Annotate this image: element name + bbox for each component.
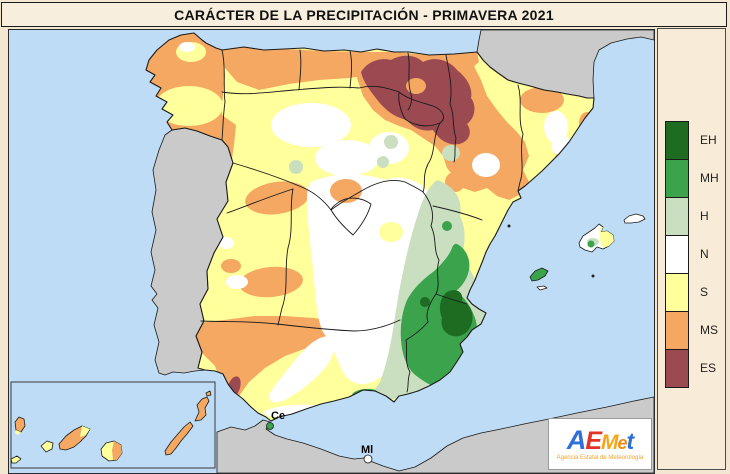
- zone-es-basque-navarra: [361, 55, 475, 145]
- zone-s-cuenca-dot: [379, 222, 403, 242]
- island-mallorca-mh: [587, 240, 595, 248]
- legend-label-es: ES: [700, 361, 717, 375]
- aemet-logo-subtitle: Agencia Estatal de Meteorología: [556, 455, 644, 461]
- zone-n-aragon: [472, 153, 500, 177]
- zone-n-galicia-dot: [179, 42, 195, 52]
- zone-n-catalonia-1: [544, 111, 568, 143]
- border-asturias-cantabria: [298, 49, 302, 91]
- spain-precipitation-map: Ce Ml: [8, 29, 655, 474]
- aemet-logo: AEMet Agencia Estatal de Meteorología: [548, 418, 652, 470]
- zone-ms-extremadura-c: [221, 259, 241, 273]
- border-euskadi-navarra: [407, 52, 412, 111]
- legend-swatch-h: [665, 197, 689, 236]
- zone-ms-extremadura-se: [239, 266, 303, 298]
- logo-letter-e: E: [585, 427, 602, 455]
- zone-n-cyl-west: [271, 103, 351, 147]
- border-navarra-aragon: [445, 54, 457, 163]
- melilla-label: Ml: [361, 444, 373, 456]
- page-title: CARÁCTER DE LA PRECIPITACIÓN - PRIMAVERA…: [1, 2, 727, 27]
- legend-label-ms: MS: [700, 323, 718, 337]
- legend-label-n: N: [700, 247, 709, 261]
- legend-swatch-es: [665, 349, 689, 388]
- community-borders: [200, 49, 524, 393]
- zone-mh-valencia-dot: [442, 221, 452, 231]
- legend-swatch-eh: [665, 121, 689, 160]
- zone-mh-levante-main: [400, 243, 477, 388]
- island-lanzarote: [194, 396, 210, 422]
- legend-swatch-ms: [665, 311, 689, 350]
- border-north-communities: [221, 85, 400, 95]
- logo-letter-m: M: [601, 431, 618, 454]
- island-menorca: [623, 213, 646, 224]
- islet-dot-cabrera: [591, 274, 595, 278]
- logo-letter-e2: e: [617, 433, 628, 453]
- border-madrid: [330, 197, 372, 236]
- island-tenerife-s: [80, 426, 90, 437]
- inset-box: [10, 381, 216, 469]
- balearic-islands: [507, 213, 646, 291]
- legend-row-h: H: [658, 197, 725, 236]
- islet-graciosa: [205, 390, 212, 397]
- border-aragon-catalonia: [517, 84, 524, 192]
- zone-n-extremadura-dot1: [218, 237, 234, 249]
- legend-swatch-mh: [665, 159, 689, 198]
- zone-h-cyl-dot3: [377, 156, 389, 168]
- zone-eh-dot: [420, 297, 430, 307]
- border-valencia-murcia: [435, 293, 468, 305]
- logo-letter-t: t: [626, 428, 635, 454]
- island-palma-s: [15, 430, 21, 435]
- border-andalucia-north: [200, 319, 401, 332]
- legend-row-ms: MS: [658, 311, 725, 350]
- island-gomera: [40, 440, 54, 453]
- border-cyl-aragon: [422, 122, 441, 193]
- legend-row-mh: MH: [658, 159, 725, 198]
- legend-swatch-s: [665, 273, 689, 312]
- legend-row-eh: EH: [658, 121, 725, 160]
- legend-swatch-n: [665, 235, 689, 274]
- logo-letter-a: A: [566, 425, 586, 455]
- island-fuerteventura: [164, 421, 194, 456]
- ceuta-label: Ce: [271, 410, 285, 422]
- melilla-marker: [363, 454, 373, 464]
- legend-row-s: S: [658, 273, 725, 312]
- island-hierro: [10, 455, 22, 464]
- zone-n-cyl-east: [315, 140, 379, 176]
- ceuta-marker: [266, 422, 274, 430]
- island-mallorca-yellow: [599, 227, 614, 248]
- border-clm-east: [405, 191, 440, 393]
- zone-ms-guadalajara: [330, 179, 362, 203]
- zone-ms-es-hole: [406, 78, 426, 94]
- legend-label-eh: EH: [700, 133, 717, 147]
- zone-h-teruel-dot: [442, 145, 460, 161]
- spain-coastline: [145, 32, 595, 422]
- zone-ms-catalonia-inland: [520, 87, 564, 113]
- zone-h-cyl-dot2: [384, 135, 398, 149]
- island-gran-canaria-ms: [112, 441, 122, 460]
- zone-n-extremadura-dot2: [226, 275, 248, 289]
- islet-dot-columbretes: [507, 224, 511, 228]
- island-formentera: [536, 285, 548, 291]
- legend-label-s: S: [700, 285, 709, 299]
- border-valencia-north: [432, 205, 483, 221]
- island-ibiza: [529, 267, 549, 282]
- border-extremadura-east: [277, 188, 294, 326]
- border-extremadura-north: [226, 188, 294, 214]
- border-cantabria-euskadi: [349, 50, 353, 89]
- zone-n-granada-band: [268, 336, 334, 403]
- canary-inset: [10, 381, 216, 469]
- zone-eh-alicante: [439, 290, 473, 337]
- legend-row-n: N: [658, 235, 725, 274]
- legend-label-mh: MH: [700, 171, 719, 185]
- aemet-logo-letters: AEMet: [566, 425, 635, 455]
- legend-row-es: ES: [658, 349, 725, 388]
- legend-label-h: H: [700, 209, 709, 223]
- border-cyl-south: [232, 162, 424, 211]
- zone-h-cyl-dot1: [289, 160, 303, 174]
- border-galicia: [221, 49, 226, 141]
- legend-panel: EH MH H N S MS ES: [657, 28, 726, 470]
